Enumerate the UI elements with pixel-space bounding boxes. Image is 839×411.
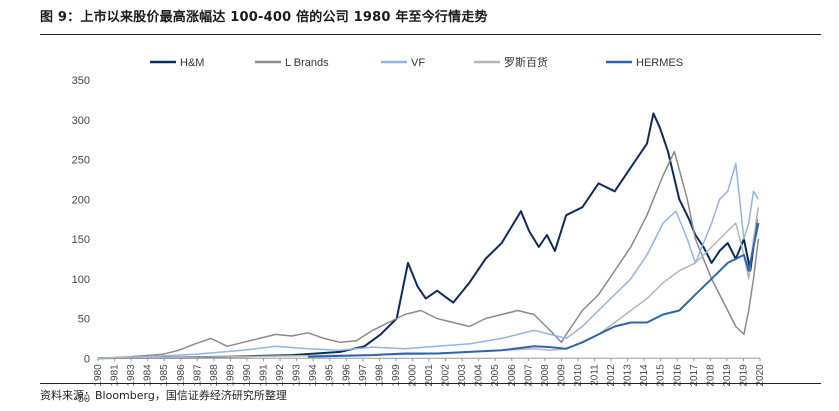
x-tick-label: 1980 (93, 364, 104, 387)
x-tick-label: 2006 (507, 364, 518, 387)
y-tick-label: 50 (78, 314, 90, 326)
x-tick-label: 2013 (623, 364, 634, 387)
x-tick-label: 2016 (672, 364, 683, 387)
title-divider (40, 34, 821, 35)
x-tick-label: 1983 (126, 364, 137, 387)
x-tick-label: 1997 (358, 364, 369, 387)
x-tick-label: 2012 (606, 364, 617, 387)
y-tick-label: -50 (74, 393, 90, 405)
series-line-h-m (97, 112, 758, 360)
x-tick-label: 1995 (325, 364, 336, 387)
x-tick-label: 1999 (391, 364, 402, 387)
chart-axes: -50 0 50 100 150 200 250 300 350 1980 1981 1983 1984… (72, 75, 766, 405)
x-tick-label: 1989 (225, 364, 236, 387)
series-line-vf (97, 162, 760, 360)
chart-series (97, 112, 760, 360)
x-tick-label: 2017 (689, 364, 700, 387)
x-tick-label: 2018 (705, 364, 716, 387)
x-tick-label: 1992 (275, 364, 286, 387)
x-tick-label: 1990 (242, 364, 253, 387)
x-tick-label: 1993 (292, 364, 303, 387)
x-tick-label: 2003 (457, 364, 468, 387)
source-divider (40, 383, 821, 384)
y-tick-label: 300 (72, 115, 90, 127)
legend-label: L Brands (285, 57, 329, 69)
x-tick-label: 2005 (490, 364, 501, 387)
series-line-hermes (307, 222, 760, 358)
x-tick-label: 2009 (556, 364, 567, 387)
x-tick-label: 2007 (523, 364, 534, 387)
legend-label: 罗斯百货 (504, 55, 548, 69)
x-tick-label: 1996 (341, 364, 352, 387)
source-note: 资料来源：Bloomberg，国信证券经济研究所整理 (40, 389, 287, 402)
y-tick-label: 350 (72, 75, 90, 87)
x-tick-label: 1981 (110, 364, 121, 387)
x-tick-label: 2011 (590, 364, 601, 386)
legend-label: VF (411, 57, 425, 69)
x-tick-label: 1991 (259, 364, 270, 387)
chart-legend: H&M L Brands VF 罗斯百货 HERMES (150, 55, 683, 69)
page-title: 图 9：上市以来股价最高涨幅达 100-400 倍的公司 1980 年至今行情走… (40, 10, 488, 25)
x-tick-label: 2014 (639, 364, 650, 387)
x-tick-label: 2002 (441, 364, 452, 387)
y-tick-label: 100 (72, 274, 90, 286)
x-tick-label: 1988 (209, 364, 220, 387)
x-tick-label: 1994 (308, 364, 319, 387)
x-tick-label: 2019 (722, 364, 733, 387)
x-tick-label: 1986 (176, 364, 187, 387)
x-tick-label: 1984 (143, 364, 154, 387)
x-tick-label: 1987 (192, 364, 203, 387)
legend-label: HERMES (636, 57, 683, 69)
x-tick-label: 1998 (374, 364, 385, 387)
x-tick-label: 2004 (474, 364, 485, 387)
x-tick-label: 2020 (755, 364, 766, 387)
legend-label: H&M (180, 57, 204, 69)
x-tick-label: 2001 (424, 364, 435, 387)
x-tick-label: 2010 (573, 364, 584, 387)
x-tick-label: 2019 (738, 364, 749, 387)
x-tick-label: 1985 (159, 364, 170, 387)
y-tick-label: 200 (72, 194, 90, 206)
x-tick-label: 2015 (656, 364, 667, 387)
y-tick-label: 150 (72, 234, 90, 246)
y-tick-label: 250 (72, 155, 90, 167)
x-tick-label: 2000 (407, 364, 418, 387)
x-tick-label: 2008 (540, 364, 551, 387)
y-tick-label: 0 (84, 353, 90, 365)
series-line-l-brands (97, 150, 760, 360)
